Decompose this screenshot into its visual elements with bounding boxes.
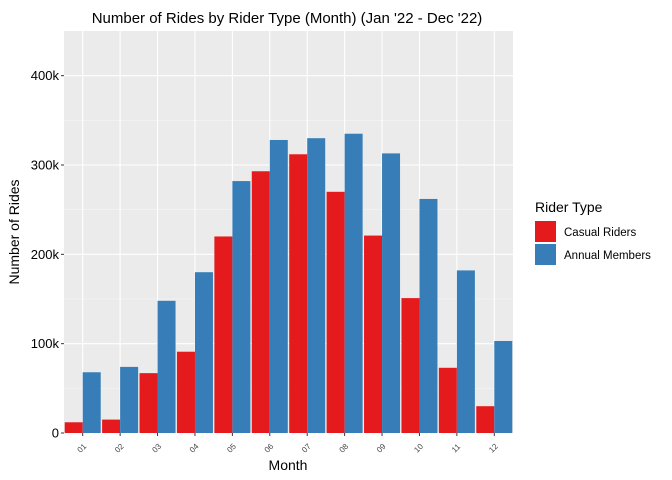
bar-annual-05 [232,181,251,433]
bar-annual-07 [307,138,326,433]
x-tick-label: 05 [225,442,238,455]
x-tick-label: 04 [188,442,201,455]
legend-title: Rider Type [535,199,603,215]
y-tick-label: 200k [31,247,60,262]
x-tick-label: 09 [375,442,388,455]
y-axis: 0 100k 200k 300k 400k [31,68,64,441]
bar-annual-12 [494,340,513,433]
legend-key-annual-members [535,244,556,265]
bar-annual-04 [194,272,213,433]
x-tick-label: 03 [150,442,163,455]
bar-annual-01 [82,372,101,433]
legend-label-casual-riders: Casual Riders [564,227,636,239]
y-tick-label: 0 [52,426,59,441]
legend-label-annual-members: Annual Members [564,250,651,262]
bar-annual-06 [269,139,288,433]
bar-casual-11 [438,367,457,433]
bar-casual-07 [289,154,308,433]
x-tick-label: 07 [300,442,313,455]
bar-casual-09 [364,235,383,433]
bar-casual-04 [176,351,195,433]
x-tick-label: 11 [450,442,463,455]
legend-key-casual-riders [535,221,556,242]
bar-casual-10 [401,298,420,433]
x-tick-label: 02 [113,442,126,455]
bar-annual-03 [157,300,176,433]
chart-title: Number of Rides by Rider Type (Month) (J… [92,10,483,27]
bar-casual-02 [102,419,121,433]
bar-casual-12 [476,406,495,433]
legend: Rider Type Casual Riders Annual Members [535,199,651,265]
bar-annual-09 [382,153,401,434]
bar-annual-10 [419,198,438,433]
x-tick-label: 12 [487,442,500,455]
bar-casual-01 [64,422,83,433]
bars [64,133,513,434]
y-tick-label: 100k [31,336,60,351]
x-axis: 01 02 03 04 05 06 07 08 09 10 11 12 [76,433,500,455]
bar-casual-05 [214,236,233,433]
bar-casual-08 [326,191,345,433]
y-tick-label: 300k [31,158,60,173]
bar-annual-11 [456,270,475,433]
bar-annual-02 [120,366,139,433]
bar-annual-08 [344,133,363,433]
x-tick-label: 10 [412,442,425,455]
bar-casual-06 [251,171,270,433]
bar-casual-03 [139,373,158,433]
x-tick-label: 01 [76,442,89,455]
x-tick-label: 06 [263,442,276,455]
y-axis-label: Number of Rides [6,179,22,284]
y-tick-label: 400k [31,68,60,83]
plot-panel [64,31,513,433]
x-tick-label: 08 [338,442,351,455]
x-axis-label: Month [269,457,308,473]
